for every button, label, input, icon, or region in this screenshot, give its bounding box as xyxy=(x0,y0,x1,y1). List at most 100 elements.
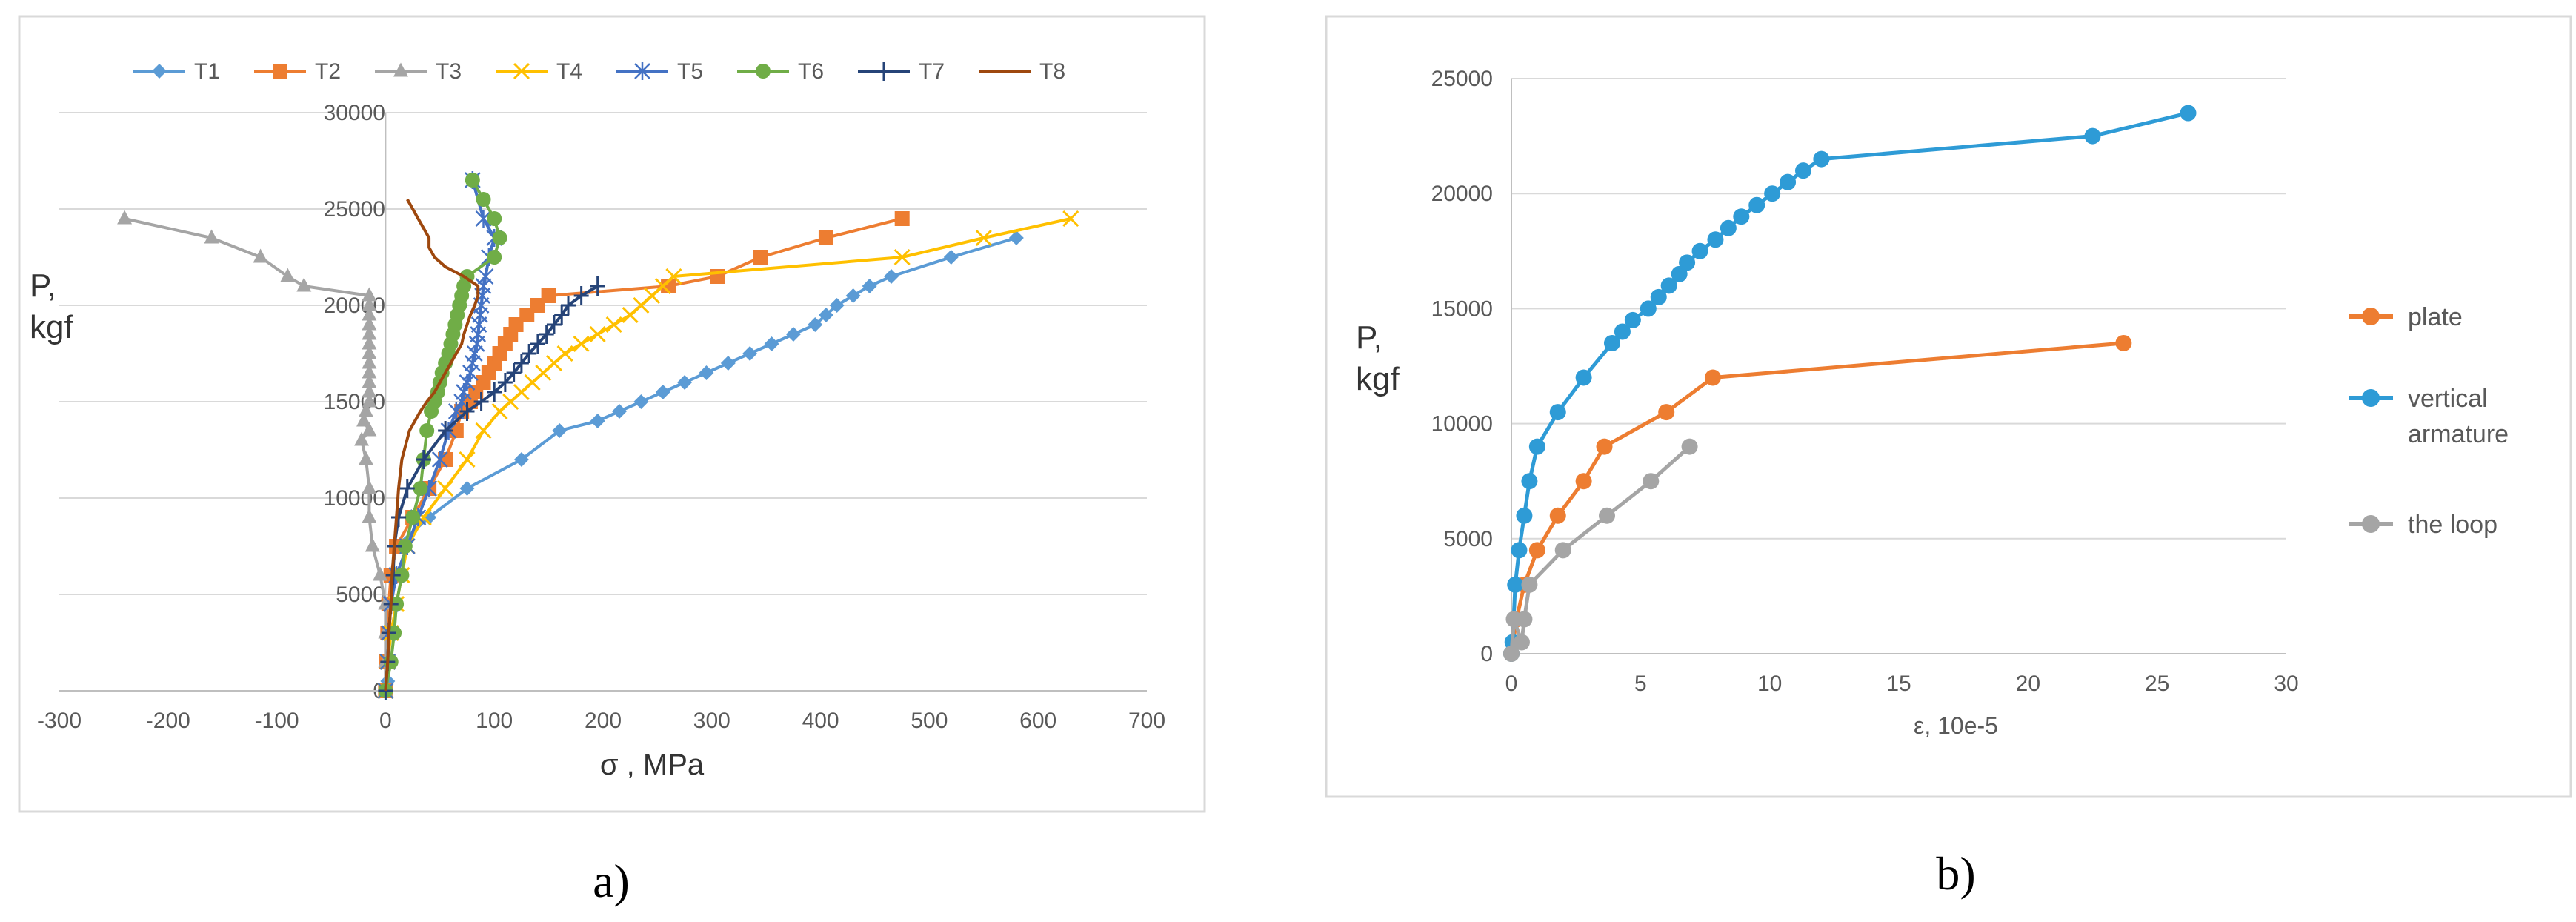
legend-item-t5: T5 xyxy=(616,59,703,84)
data-point-t7 xyxy=(513,354,529,373)
data-point-t4 xyxy=(1062,210,1079,228)
data-point-plate xyxy=(1549,507,1566,524)
legend-item-t8: T8 xyxy=(979,59,1065,84)
data-point-plate xyxy=(2115,334,2132,351)
y-tick-label: 20000 xyxy=(324,293,385,318)
legend-marker xyxy=(513,62,530,80)
y-axis-title-line: kgf xyxy=(30,309,73,345)
legend-label: T2 xyxy=(315,59,341,84)
data-point-the-loop xyxy=(1513,634,1530,651)
data-point-vertical-armature xyxy=(1549,404,1566,421)
data-point-t1 xyxy=(764,336,779,351)
data-point-t3 xyxy=(358,451,373,465)
legend-item-plate: plate xyxy=(2349,303,2463,331)
y-tick-label: 5000 xyxy=(336,583,385,607)
data-point-vertical-armature xyxy=(1507,576,1524,593)
data-point-t7 xyxy=(554,305,570,325)
series-line-plate xyxy=(1509,341,2124,654)
legend-marker xyxy=(2362,308,2380,325)
data-point-t3 xyxy=(253,248,268,263)
data-point-t7 xyxy=(506,363,522,382)
data-point-t3 xyxy=(373,566,388,581)
data-point-vertical-armature xyxy=(1794,162,1811,179)
data-point-vertical-armature xyxy=(1813,150,1830,168)
x-tick-label: -200 xyxy=(146,709,190,733)
data-point-vertical-armature xyxy=(1671,265,1688,282)
y-axis-title-line: P, xyxy=(30,268,56,304)
data-point-t3 xyxy=(362,325,377,340)
data-point-t1 xyxy=(612,404,628,419)
data-point-t7 xyxy=(399,479,415,498)
data-point-t1 xyxy=(720,356,736,371)
x-tick-label: 0 xyxy=(1505,671,1518,696)
y-axis-title: P, kgf xyxy=(30,268,73,345)
data-point-t4 xyxy=(589,325,606,343)
data-point-t3 xyxy=(354,431,370,446)
data-point-t6 xyxy=(405,510,421,525)
data-point-t3 xyxy=(365,537,380,552)
panel-b-frame xyxy=(1325,15,2572,798)
data-point-t5 xyxy=(462,364,479,382)
data-point-the-loop xyxy=(1599,507,1616,524)
data-point-t1 xyxy=(1008,230,1024,245)
legend-marker xyxy=(876,62,891,81)
data-point-t3 xyxy=(362,316,377,331)
y-axis-title-line: P, xyxy=(1356,319,1382,356)
data-point-vertical-armature xyxy=(2084,127,2101,145)
y-tick-label: 25000 xyxy=(324,197,385,222)
data-point-plate xyxy=(1658,404,1675,421)
data-point-t4 xyxy=(459,451,476,468)
data-point-t1 xyxy=(829,298,845,313)
data-point-t1 xyxy=(862,279,877,293)
data-point-vertical-armature xyxy=(1624,311,1641,328)
y-tick-label: 15000 xyxy=(1431,296,1493,321)
y-tick-label: 30000 xyxy=(324,101,385,125)
data-point-t7 xyxy=(530,334,545,354)
data-point-t6 xyxy=(492,230,507,245)
data-point-vertical-armature xyxy=(1764,185,1781,202)
data-point-t3 xyxy=(117,210,133,225)
data-point-t1 xyxy=(633,394,649,409)
legend-item-t2: T2 xyxy=(254,59,341,84)
legend-label: T3 xyxy=(436,59,462,84)
data-point-t6 xyxy=(487,250,502,265)
data-point-the-loop xyxy=(1516,611,1533,628)
x-tick-label: 30 xyxy=(2274,671,2298,696)
legend-marker xyxy=(2362,515,2380,533)
data-point-vertical-armature xyxy=(1614,323,1631,340)
legend-marker xyxy=(2362,389,2380,407)
x-tick-label: 600 xyxy=(1019,709,1056,733)
x-tick-label: 5 xyxy=(1634,671,1647,696)
data-point-t1 xyxy=(552,423,568,438)
series-t7 xyxy=(378,276,605,700)
data-point-t1 xyxy=(884,269,899,284)
y-tick-label: 15000 xyxy=(324,390,385,414)
data-point-t3 xyxy=(362,364,377,379)
data-point-t7 xyxy=(497,373,513,392)
data-point-t6 xyxy=(465,173,480,188)
data-point-vertical-armature xyxy=(1575,369,1592,386)
data-point-the-loop xyxy=(1681,438,1698,455)
legend-item-t4: T4 xyxy=(496,59,582,84)
data-point-t2 xyxy=(818,230,833,245)
legend-label: T7 xyxy=(919,59,945,84)
data-point-t3 xyxy=(362,383,377,398)
data-point-t3 xyxy=(362,508,377,523)
data-point-t2 xyxy=(753,250,768,265)
data-point-t4 xyxy=(437,480,454,497)
data-point-t3 xyxy=(362,374,377,388)
data-point-t7 xyxy=(416,450,431,469)
data-point-vertical-armature xyxy=(1521,473,1538,490)
x-axis-title: σ , MPa xyxy=(600,749,705,781)
data-point-plate xyxy=(1575,473,1592,490)
data-point-t7 xyxy=(539,325,554,344)
data-point-t6 xyxy=(487,211,502,226)
x-axis-title: ε, 10e-5 xyxy=(1914,712,1998,739)
legend-marker xyxy=(273,64,287,79)
data-point-t4 xyxy=(475,422,492,440)
y-tick-label: 10000 xyxy=(1431,412,1493,437)
y-tick-label: 20000 xyxy=(1431,182,1493,206)
data-point-vertical-armature xyxy=(1640,300,1657,317)
caption-a: a) xyxy=(593,855,630,907)
